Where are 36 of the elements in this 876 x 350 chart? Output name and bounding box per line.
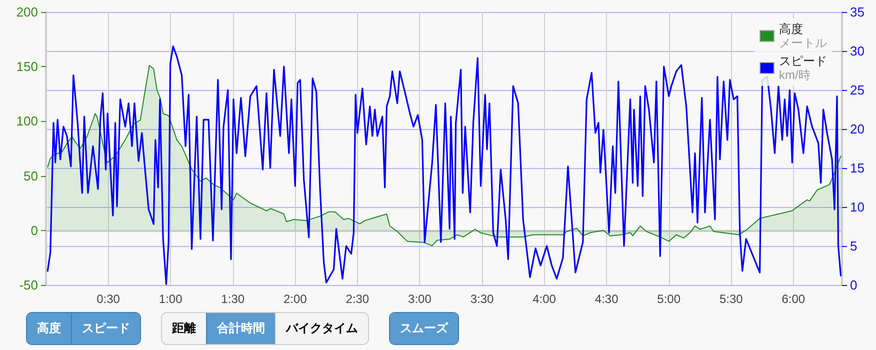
- y-tick-label: -50: [19, 278, 38, 292]
- x-tick-label: 3:30: [470, 292, 494, 306]
- toggle-button: バイクタイム: [275, 313, 368, 344]
- x-tick-label: 1:30: [221, 292, 245, 306]
- x-tick-label: 4:00: [532, 292, 556, 306]
- x-tick-label: 5:00: [657, 292, 681, 306]
- x-tick-label: 6:00: [782, 292, 806, 306]
- x-tick-label: 2:30: [346, 292, 370, 306]
- toggle-button: 高度: [27, 313, 71, 344]
- y2-tick-label: 20: [850, 122, 864, 136]
- annotation: メートル: [779, 36, 827, 50]
- y-tick-label: 50: [24, 168, 38, 184]
- x-tick-label: 5:30: [719, 292, 744, 306]
- x-tick-label: 1:00: [158, 292, 183, 306]
- x-tick-label: 2:00: [283, 292, 308, 306]
- y2-tick-label: 15: [850, 160, 864, 176]
- toggle-button: 合計時間: [206, 313, 275, 344]
- y2-tick-label: 25: [850, 82, 864, 98]
- y2-tick-label: 5: [850, 238, 858, 254]
- toggle-button: スムーズ: [390, 313, 458, 344]
- y2-tick-label: 30: [850, 44, 864, 58]
- toggle-button: スピード: [71, 313, 140, 344]
- x-tick-label: 4:30: [594, 292, 619, 306]
- legend-label: 高度: [779, 22, 803, 36]
- y-tick-label: 150: [16, 59, 38, 74]
- legend-label: スピード: [779, 54, 827, 68]
- x-tick-label: 0:30: [96, 292, 120, 306]
- y-tick-label: 200: [16, 4, 38, 20]
- y2-tick-label: 0: [850, 278, 858, 292]
- x-tick-label: 3:00: [408, 292, 432, 306]
- y2-tick-label: 10: [850, 200, 864, 214]
- toggle-button: 距離: [162, 313, 206, 344]
- y2-tick-label: 35: [850, 4, 864, 20]
- y-tick-label: 0: [30, 222, 38, 238]
- y-tick-label: 100: [16, 114, 38, 129]
- annotation: km/時: [779, 68, 810, 82]
